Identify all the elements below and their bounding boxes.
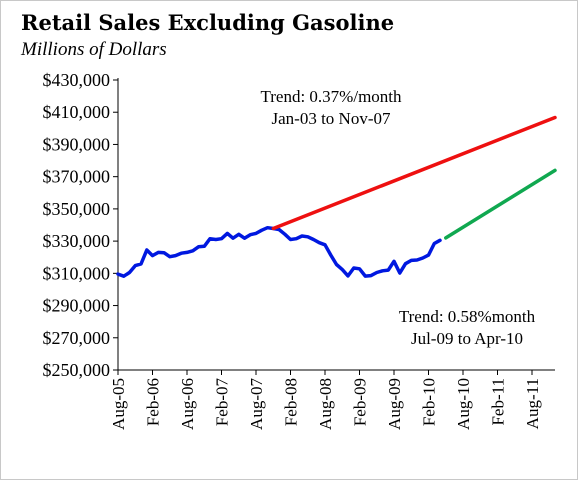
x-tick-label: Aug-10 — [454, 378, 473, 430]
x-tick-label: Feb-10 — [420, 378, 439, 426]
y-tick-label: $350,000 — [43, 199, 111, 219]
y-tick-label: $270,000 — [43, 328, 111, 348]
chart-title: Retail Sales Excluding Gasoline — [21, 10, 395, 35]
series-line-3 — [444, 168, 557, 240]
y-tick-label: $390,000 — [43, 134, 111, 154]
x-tick-label: Feb-09 — [351, 378, 370, 426]
y-tick-label: $370,000 — [43, 167, 111, 187]
y-tick-label: $250,000 — [43, 360, 111, 380]
series-line-2 — [271, 115, 557, 231]
x-tick-label: Aug-11 — [523, 378, 542, 429]
y-axis-ticks: $250,000 $270,000 $290,000 $310,000 $330,000… — [43, 70, 118, 380]
y-tick-label: $430,000 — [43, 70, 111, 90]
y-tick-label: $310,000 — [43, 263, 111, 283]
x-tick-label: Aug-05 — [109, 378, 128, 430]
x-tick-label: Feb-11 — [489, 378, 508, 426]
x-tick-label: Feb-06 — [144, 378, 163, 426]
chart-subtitle: Millions of Dollars — [21, 39, 167, 60]
chart-axes — [117, 78, 555, 371]
x-tick-label: Aug-08 — [316, 378, 335, 430]
x-axis-ticks: Aug-05 Feb-06 Aug-06 Feb-07 Aug-07 Feb-08 Aug-… — [109, 370, 542, 430]
series-line-1 — [116, 225, 442, 278]
x-tick-label: Feb-07 — [213, 378, 232, 427]
trend-annotation-1-line-1: Trend: 0.37%/month — [260, 87, 402, 106]
trend-annotation-2-line-1: Trend: 0.58%month — [399, 307, 536, 326]
y-tick-label: $410,000 — [43, 102, 111, 122]
x-tick-label: Aug-09 — [385, 378, 404, 430]
trend-annotation-1-line-2: Jan-03 to Nov-07 — [272, 109, 391, 128]
series-lines — [116, 115, 557, 278]
y-tick-label: $330,000 — [43, 231, 111, 251]
x-tick-label: Feb-08 — [282, 378, 301, 426]
x-tick-label: Aug-06 — [178, 378, 197, 430]
trend-annotation-2-line-2: Jul-09 to Apr-10 — [411, 329, 523, 348]
y-tick-label: $290,000 — [43, 296, 111, 316]
x-tick-label: Aug-07 — [247, 378, 266, 430]
trend-annotations: Trend: 0.37%/month Jan-03 to Nov-07 Trend:… — [260, 87, 535, 348]
